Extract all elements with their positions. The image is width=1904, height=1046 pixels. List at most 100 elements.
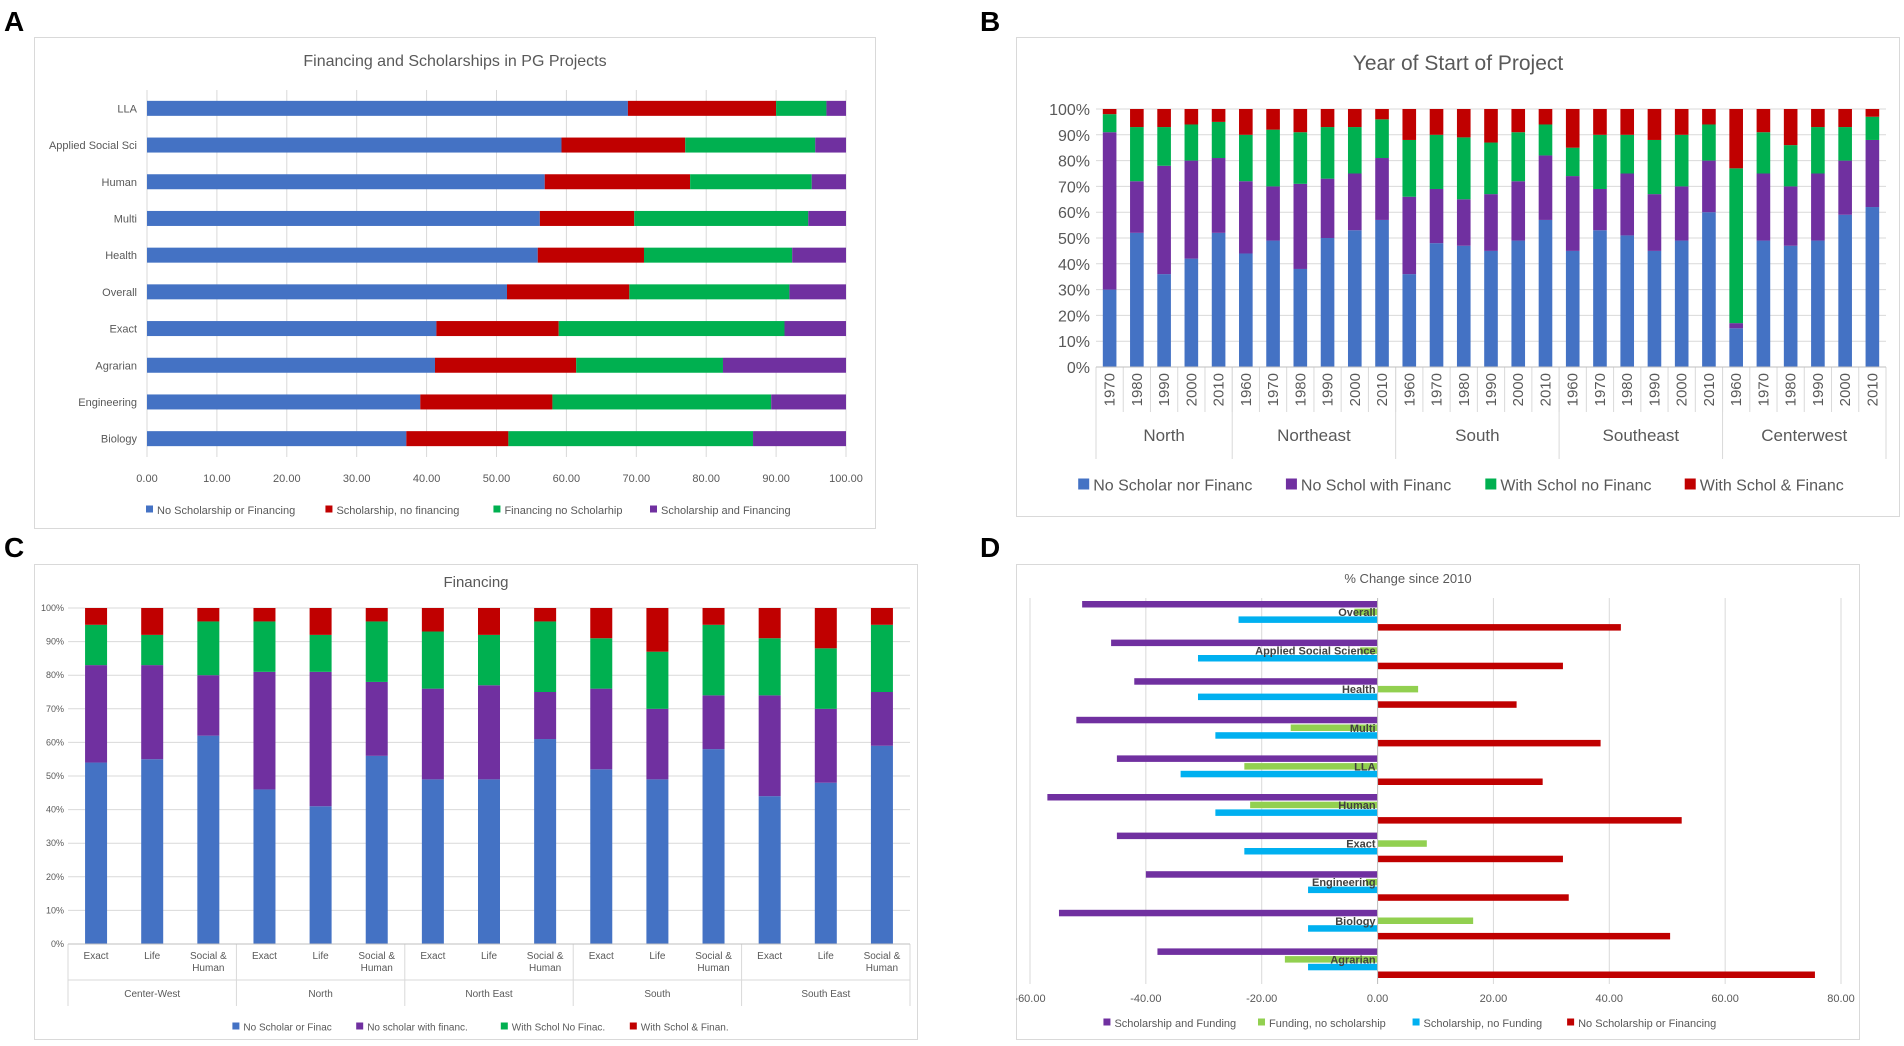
legend-label-2: Scholarship, no Funding xyxy=(1424,1018,1543,1030)
bar-segment xyxy=(406,431,509,447)
bar-segment xyxy=(253,621,276,672)
bar-segment xyxy=(1239,253,1253,367)
y-tick-label: 10% xyxy=(46,905,64,915)
bar-segment xyxy=(1511,109,1526,133)
x-tick-label: 20.00 xyxy=(273,473,301,485)
bar-segment xyxy=(685,137,816,153)
bar-segment xyxy=(1838,160,1852,215)
category-label: Biology xyxy=(101,434,138,446)
category-label: Engineering xyxy=(78,397,137,409)
x-tick-label: 80.00 xyxy=(1827,993,1855,1005)
bar-segment xyxy=(147,137,562,153)
bar-segment xyxy=(1347,173,1362,231)
bar xyxy=(1215,809,1378,816)
legend-label-0: Scholarship and Funding xyxy=(1114,1018,1236,1030)
bar xyxy=(1354,608,1378,616)
bar xyxy=(1082,601,1378,608)
bar-segment xyxy=(814,608,837,649)
bar xyxy=(1145,871,1378,878)
bar-segment xyxy=(1429,134,1444,189)
chart-d: % Change since 2010 -60.00 -40.00 -20.00 0.0… xyxy=(1016,564,1860,1040)
x-tick-label: 40.00 xyxy=(1596,993,1624,1005)
bar-segment xyxy=(365,681,388,756)
category-tick-label: Social & xyxy=(190,951,227,962)
year-tick-label: 2000 xyxy=(1347,373,1364,406)
bar-segment xyxy=(197,621,220,676)
bar-segment xyxy=(147,284,507,300)
group-label: Centerwest xyxy=(1761,426,1847,445)
bar-segment xyxy=(197,735,220,944)
year-tick-label: 1980 xyxy=(1292,373,1309,406)
bar-segment xyxy=(590,638,613,689)
bar-segment xyxy=(544,174,691,190)
bar-segment xyxy=(1811,173,1825,241)
bar-segment xyxy=(690,174,812,190)
y-tick-label: 0% xyxy=(51,939,64,949)
bar-segment xyxy=(1293,268,1308,367)
y-tick-label: 90% xyxy=(46,637,64,647)
bar-segment xyxy=(1184,160,1199,259)
bar xyxy=(1377,778,1543,785)
bar-segment xyxy=(537,247,644,263)
bar-segment xyxy=(634,210,809,226)
category-label: Health xyxy=(1342,684,1376,696)
bar-segment xyxy=(534,621,557,692)
category-label: Applied Social Science xyxy=(1255,646,1375,658)
year-tick-label: 1960 xyxy=(1238,373,1255,406)
bar-segment xyxy=(1783,145,1798,187)
category-tick-label: Life xyxy=(144,951,161,962)
bar-segment xyxy=(421,608,444,632)
bar-segment xyxy=(771,394,846,410)
y-tick-label: 30% xyxy=(46,838,64,848)
bar xyxy=(1116,832,1378,840)
category-label: Multi xyxy=(114,213,137,225)
bar-segment xyxy=(1565,147,1580,177)
bar-segment xyxy=(590,688,613,770)
legend-swatch-0 xyxy=(146,505,153,513)
group-label: South East xyxy=(801,989,850,1000)
category-label: Applied Social Sci xyxy=(49,140,137,152)
bar-segment xyxy=(1838,127,1852,161)
category-label: Agrarian xyxy=(1330,954,1376,966)
bar-segment xyxy=(1211,121,1226,159)
bar-segment xyxy=(1620,235,1635,367)
category-label: Multi xyxy=(1350,723,1376,735)
y-tick-label: 80% xyxy=(46,670,64,680)
legend-swatch-0 xyxy=(232,1022,240,1030)
bar-segment xyxy=(1620,134,1635,174)
bar xyxy=(1377,662,1563,670)
bar-segment xyxy=(1674,240,1689,367)
bar xyxy=(1377,932,1671,940)
bar xyxy=(1377,971,1815,978)
bar-segment xyxy=(539,210,635,226)
legend-label-3: With Schol & Financ xyxy=(1700,478,1844,495)
year-tick-label: 1960 xyxy=(1565,373,1582,406)
bar-segment xyxy=(753,431,846,447)
bar-segment xyxy=(147,210,540,226)
year-tick-label: 1990 xyxy=(1483,373,1500,406)
bar-segment xyxy=(1184,109,1199,125)
bar-segment xyxy=(421,631,444,689)
bar-segment xyxy=(1702,109,1716,125)
bar-segment xyxy=(147,174,545,190)
bar xyxy=(1377,840,1427,847)
bar-segment xyxy=(561,137,686,153)
legend-swatch-1 xyxy=(356,1022,364,1030)
bar-segment xyxy=(309,634,332,672)
year-tick-label: 2010 xyxy=(1701,373,1718,406)
bar xyxy=(1377,894,1569,901)
group-label: Northeast xyxy=(1277,426,1351,445)
bar-segment xyxy=(1783,245,1798,367)
bar-segment xyxy=(478,685,500,780)
bar-segment xyxy=(1429,243,1444,367)
legend-label-1: Funding, no scholarship xyxy=(1269,1018,1386,1030)
bar-segment xyxy=(147,321,437,337)
category-label: Human xyxy=(1338,800,1376,812)
legend-label-1: No scholar with financ. xyxy=(367,1023,468,1034)
bar-segment xyxy=(506,284,630,300)
bar-segment xyxy=(1484,250,1498,367)
bar-segment xyxy=(141,759,164,944)
bar-segment xyxy=(1157,127,1171,166)
year-tick-label: 1960 xyxy=(1401,373,1418,406)
year-tick-label: 1970 xyxy=(1265,373,1282,406)
